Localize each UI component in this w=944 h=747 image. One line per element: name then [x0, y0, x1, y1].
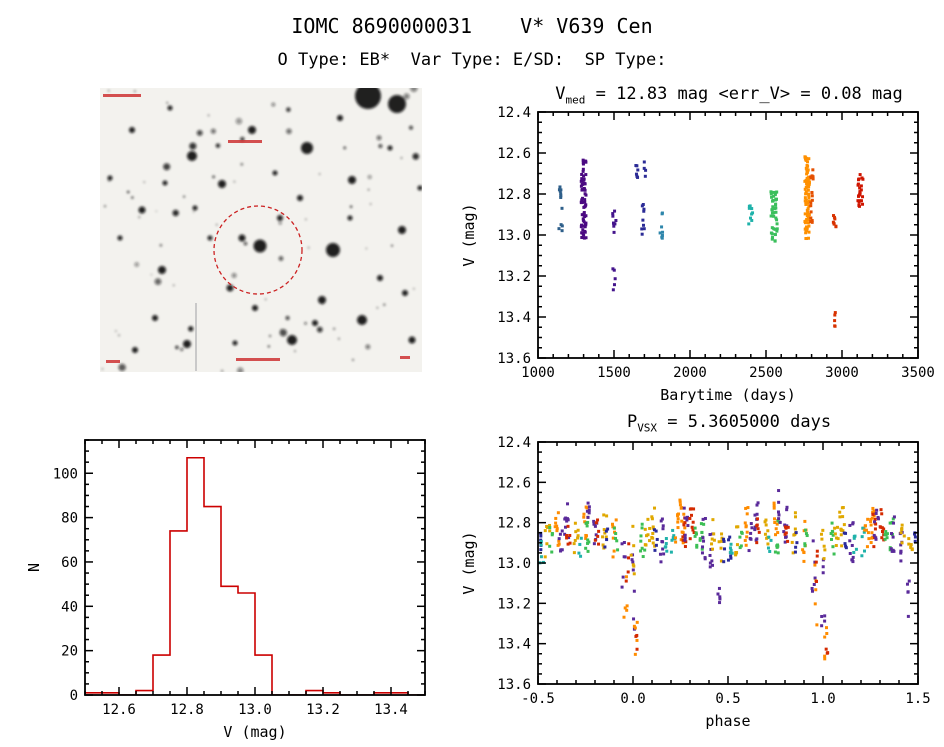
svg-text:0.5: 0.5	[715, 691, 740, 707]
svg-text:1000: 1000	[521, 365, 555, 381]
svg-text:80: 80	[61, 511, 78, 527]
phase-plot: -0.5 0.0 0.5 1.0 1.5 12.4 12.6 12.8 13.0 13.2 13.4…	[460, 435, 931, 730]
pvsx-rest: = 5.3605000 days	[657, 412, 832, 432]
pvsx-sub: VSX	[637, 421, 658, 435]
svg-text:Barytime (days): Barytime (days)	[660, 386, 795, 404]
svg-text:3500: 3500	[901, 365, 935, 381]
svg-text:13.0: 13.0	[497, 556, 531, 572]
svg-text:V (mag): V (mag)	[223, 723, 286, 740]
svg-text:12.6: 12.6	[497, 475, 531, 491]
lightcurve-plot: 1000 1500 2000 2500 3000 3500 12.4 12.6 12.8 13.0…	[460, 106, 935, 404]
pvsx-base: P	[626, 412, 638, 432]
svg-text:60: 60	[61, 555, 78, 571]
svg-text:1.5: 1.5	[905, 691, 930, 707]
svg-text:3000: 3000	[825, 365, 859, 381]
page-subtitle: O Type: EB* Var Type: E/SD: SP Type:	[277, 50, 667, 70]
svg-text:13.2: 13.2	[497, 596, 531, 612]
svg-text:-0.5: -0.5	[521, 691, 555, 707]
svg-text:0: 0	[70, 688, 78, 704]
svg-text:20: 20	[61, 644, 78, 660]
svg-text:phase: phase	[705, 712, 750, 730]
page-title: IOMC 8690000031 V* V639 Cen	[291, 14, 653, 38]
svg-text:13.4: 13.4	[497, 310, 531, 326]
vmed-rest: = 12.83 mag <err_V> = 0.08 mag	[585, 84, 903, 104]
svg-text:12.8: 12.8	[497, 187, 531, 203]
svg-text:1.0: 1.0	[810, 691, 835, 707]
svg-text:13.6: 13.6	[497, 351, 531, 367]
svg-text:2500: 2500	[749, 365, 783, 381]
svg-text:V (mag): V (mag)	[460, 531, 478, 594]
histogram-plot: 12.6 12.8 13.0 13.2 13.4 0 20 40 60 80 100 V (mag) N	[25, 439, 426, 740]
svg-text:13.0: 13.0	[238, 702, 272, 718]
phase-title: PVSX = 5.3605000 days	[460, 412, 940, 434]
svg-text:N: N	[25, 563, 43, 572]
svg-text:40: 40	[61, 599, 78, 615]
phase-panel: PVSX = 5.3605000 days -0.5 0.0 0.5 1.0 1.5 12…	[460, 412, 940, 734]
svg-text:13.0: 13.0	[497, 228, 531, 244]
svg-text:12.6: 12.6	[497, 146, 531, 162]
svg-text:2000: 2000	[673, 365, 707, 381]
svg-text:12.6: 12.6	[102, 702, 136, 718]
svg-text:12.8: 12.8	[497, 516, 531, 532]
svg-text:12.8: 12.8	[170, 702, 204, 718]
svg-text:13.4: 13.4	[374, 702, 408, 718]
svg-text:12.4: 12.4	[497, 435, 531, 451]
svg-text:13.2: 13.2	[306, 702, 340, 718]
svg-text:12.4: 12.4	[497, 106, 531, 121]
svg-text:100: 100	[53, 466, 78, 482]
histogram-panel: 12.6 12.8 13.0 13.2 13.4 0 20 40 60 80 100 V (mag) N	[25, 430, 465, 740]
lightcurve-title: Vmed = 12.83 mag <err_V> = 0.08 mag	[460, 84, 940, 106]
vmed-base: V	[555, 84, 566, 104]
svg-text:13.4: 13.4	[497, 637, 531, 653]
lightcurve-panel: Vmed = 12.83 mag <err_V> = 0.08 mag 1000…	[460, 84, 940, 412]
svg-text:1500: 1500	[597, 365, 631, 381]
svg-text:13.6: 13.6	[497, 677, 531, 693]
vmed-sub: med	[565, 93, 586, 107]
svg-text:V (mag): V (mag)	[460, 203, 478, 266]
finding-chart-image	[100, 88, 422, 372]
svg-text:0.0: 0.0	[620, 691, 645, 707]
svg-text:13.2: 13.2	[497, 269, 531, 285]
